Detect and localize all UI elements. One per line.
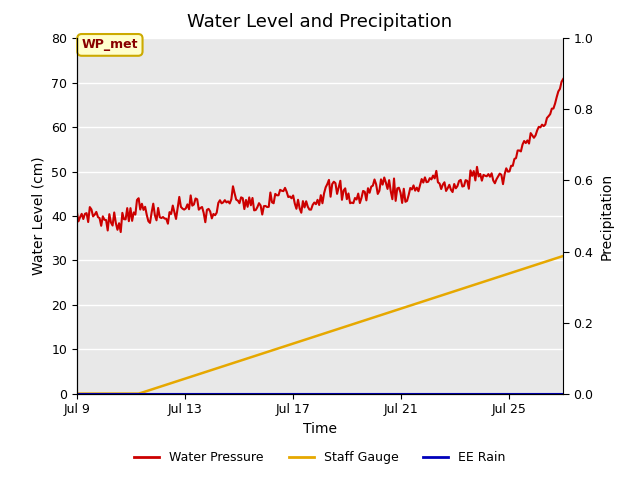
Staff Gauge [75, 391, 83, 396]
Legend: Water Pressure, Staff Gauge, EE Rain: Water Pressure, Staff Gauge, EE Rain [129, 446, 511, 469]
X-axis label: Time: Time [303, 422, 337, 436]
EE Rain [73, 391, 81, 396]
Staff Gauge [371, 314, 378, 320]
Y-axis label: Precipitation: Precipitation [599, 172, 613, 260]
EE Rain [371, 391, 378, 396]
EE Rain [514, 391, 522, 396]
Line: Staff Gauge: Staff Gauge [77, 256, 563, 394]
EE Rain [361, 391, 369, 396]
Water Pressure [484, 171, 492, 177]
Staff Gauge [73, 391, 81, 396]
Water Pressure [515, 147, 523, 153]
EE Rain [483, 391, 491, 396]
Staff Gauge [559, 253, 567, 259]
EE Rain [75, 391, 83, 396]
EE Rain [559, 391, 567, 396]
Text: WP_met: WP_met [82, 38, 138, 51]
Title: Water Level and Precipitation: Water Level and Precipitation [188, 13, 452, 31]
Staff Gauge [483, 278, 491, 284]
Water Pressure [364, 185, 372, 191]
Line: Water Pressure: Water Pressure [77, 79, 563, 232]
Water Pressure [362, 197, 370, 203]
Water Pressure [117, 229, 125, 235]
EE Rain [362, 391, 370, 396]
Water Pressure [559, 76, 567, 82]
Staff Gauge [362, 317, 370, 323]
Water Pressure [75, 218, 83, 224]
Water Pressure [73, 208, 81, 214]
Staff Gauge [514, 268, 522, 274]
Water Pressure [372, 181, 380, 187]
Staff Gauge [361, 317, 369, 323]
Y-axis label: Water Level (cm): Water Level (cm) [31, 156, 45, 276]
